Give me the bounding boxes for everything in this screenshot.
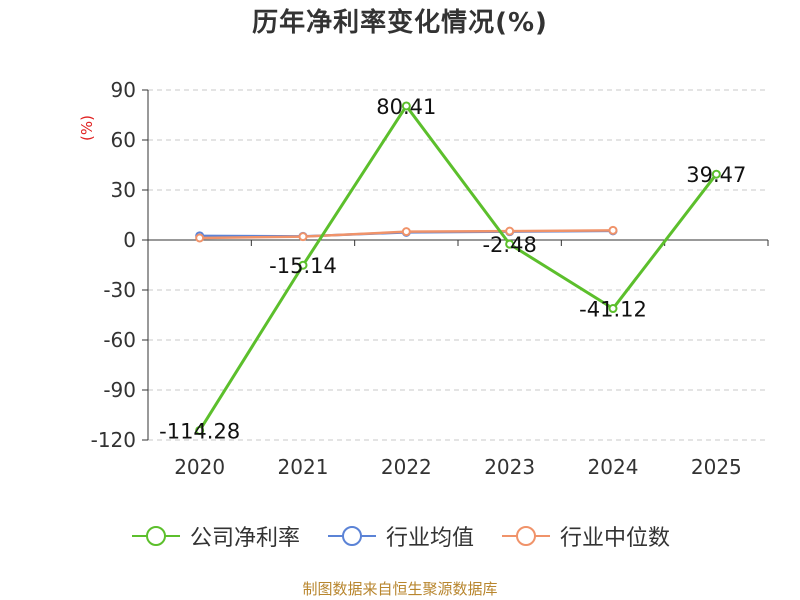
- y-tick-label: -60: [103, 328, 136, 352]
- source-note: 制图数据来自恒生聚源数据库: [302, 580, 498, 598]
- data-point: [711, 169, 721, 179]
- series-lines: [195, 101, 721, 435]
- data-label: 39.47: [686, 163, 746, 187]
- y-tick-label: -30: [103, 278, 136, 302]
- x-tick-label: 2025: [691, 455, 742, 479]
- legend-item[interactable]: 行业中位数: [500, 520, 670, 552]
- data-label: -15.14: [269, 254, 337, 278]
- legend-item[interactable]: 公司净利率: [130, 520, 300, 552]
- y-tick-label: 0: [123, 228, 136, 252]
- y-axis-label: (%): [78, 115, 96, 141]
- data-point: [505, 239, 515, 249]
- chart-title: 历年净利率变化情况(%): [252, 8, 548, 38]
- y-tick-labels: 90 60 30 0 -30 -60 -90 -120: [91, 78, 136, 452]
- legend-marker-icon: [131, 526, 180, 546]
- data-point: [608, 225, 618, 235]
- data-point: [195, 233, 205, 243]
- x-tick-labels: 2020 2021 2022 2023 2024 2025: [174, 455, 742, 479]
- x-tick-label: 2023: [484, 455, 535, 479]
- data-label: 80.41: [376, 95, 436, 119]
- data-point: [298, 232, 308, 242]
- x-tick-label: 2022: [381, 455, 432, 479]
- data-label: -41.12: [579, 298, 647, 322]
- data-point: [608, 304, 618, 314]
- data-point: [195, 425, 205, 435]
- series-line: [198, 104, 718, 432]
- grid-lines: [148, 89, 768, 441]
- legend-label: 行业均值: [385, 526, 474, 551]
- y-tick-label: -120: [91, 428, 136, 452]
- data-labels: -114.28 -15.14 80.41 -2.48 -41.12 39.47: [159, 95, 746, 443]
- x-tick-label: 2020: [174, 455, 225, 479]
- data-point: [505, 226, 515, 236]
- data-label: -114.28: [159, 419, 240, 443]
- y-tick-label: 30: [111, 178, 136, 202]
- legend-marker-icon: [502, 526, 550, 546]
- y-tick-label: 90: [111, 78, 136, 102]
- legend-label: 行业中位数: [560, 526, 671, 551]
- legend-label: 公司净利率: [189, 526, 300, 551]
- x-tick-label: 2021: [278, 455, 329, 479]
- legend: 公司净利率 行业均值 行业中位数: [0, 518, 800, 554]
- axes: [142, 89, 769, 441]
- data-point: [401, 227, 411, 237]
- y-tick-label: 60: [111, 128, 136, 152]
- legend-item[interactable]: 行业均值: [326, 520, 474, 552]
- data-label: -2.48: [482, 233, 536, 257]
- y-tick-label: -90: [103, 378, 136, 402]
- legend-marker-icon: [327, 526, 376, 546]
- x-tick-label: 2024: [588, 455, 639, 479]
- data-point: [298, 260, 308, 270]
- data-point: [401, 101, 411, 111]
